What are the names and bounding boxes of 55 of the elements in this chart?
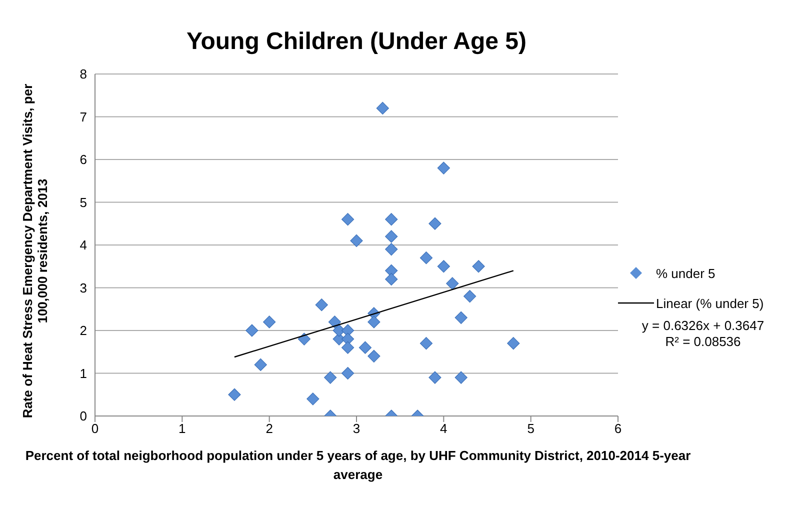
point [368, 350, 380, 362]
point [428, 371, 442, 384]
y-tick-label: 6 [80, 152, 87, 168]
point [246, 324, 258, 337]
point [385, 213, 398, 226]
point [254, 358, 267, 371]
point [341, 366, 354, 380]
point [420, 252, 433, 264]
point [368, 316, 380, 328]
point [454, 311, 468, 324]
point [358, 341, 372, 354]
x-axis-title: Percent of total neigborhood population under 5 years of age, by UHF Community District, 2010-2014 5-year average [24, 447, 692, 484]
y-tick-label: 8 [80, 66, 87, 82]
y-tick-label: 4 [80, 238, 87, 253]
point [437, 260, 450, 273]
y-tick-label: 1 [80, 366, 87, 381]
point [263, 316, 276, 328]
point [385, 242, 398, 256]
point [454, 371, 468, 384]
point [385, 230, 398, 243]
point [341, 341, 354, 354]
point [472, 260, 485, 273]
y-tick-label: 3 [80, 280, 87, 296]
point [315, 298, 328, 312]
legend-label: % under 5 [656, 266, 716, 280]
point [446, 277, 459, 290]
text: y = 0.6326x + 0.3647 [640, 318, 766, 334]
y-axis-title: Rate of Heat Stress Emergency Department Visits, per 100,000 residents, 2013 [19, 82, 51, 420]
y-tick-label: 5 [80, 194, 87, 210]
y-tick-label: 2 [80, 323, 87, 338]
point [464, 290, 476, 303]
x-tick-label: 4 [440, 421, 448, 436]
point [306, 392, 320, 406]
point [328, 316, 342, 328]
point [324, 371, 337, 384]
point [437, 162, 450, 174]
x-tick-label: 1 [178, 421, 186, 436]
x-tick-label: 6 [614, 421, 622, 436]
point [428, 217, 442, 230]
chart-title: Young Children (Under Age 5) [186, 28, 528, 56]
x-tick-label: 5 [527, 421, 534, 436]
point [341, 213, 354, 226]
x-tick-label: 2 [266, 421, 273, 436]
y-tick-label: 0 [80, 408, 87, 424]
text: R² = 0.08536 [664, 334, 742, 350]
x-tick-label: 0 [91, 421, 99, 436]
point [376, 102, 389, 114]
point [385, 272, 398, 286]
point [228, 388, 241, 401]
y-tick-label: 7 [80, 109, 87, 124]
point [350, 234, 363, 248]
legend-label: Linear (% under 5) [656, 296, 764, 310]
point [420, 337, 433, 350]
x-tick-label: 3 [352, 421, 360, 436]
point [507, 337, 520, 350]
